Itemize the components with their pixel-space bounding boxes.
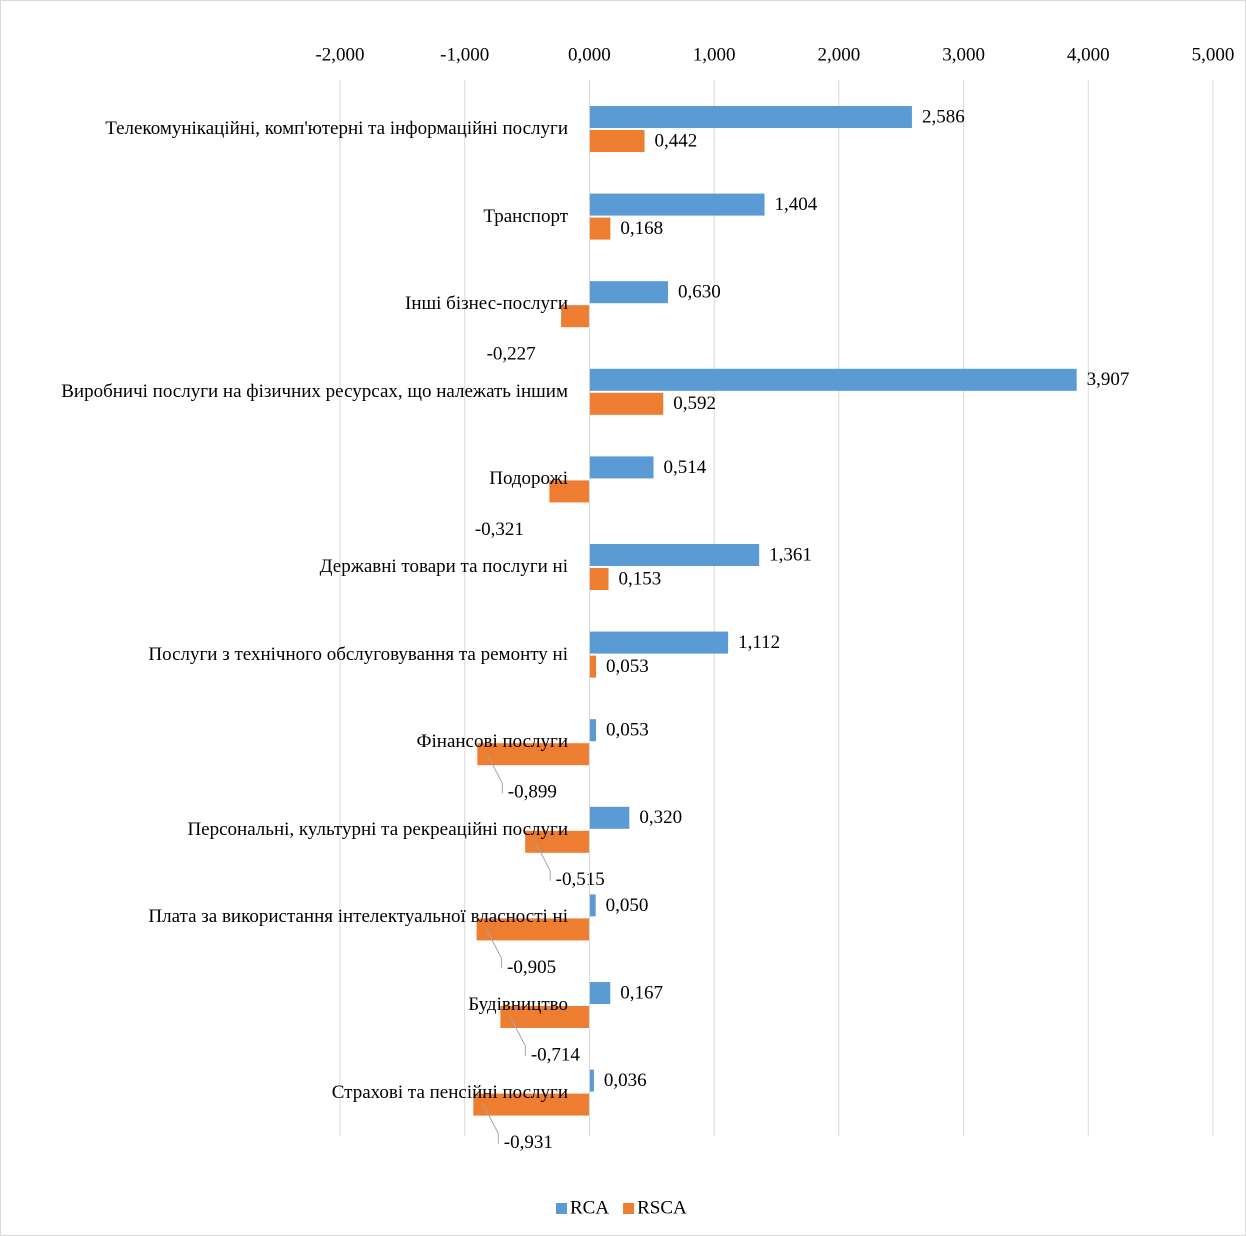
value-label: 2,586 bbox=[922, 106, 965, 127]
bar bbox=[589, 719, 597, 742]
x-tick-label: 4,000 bbox=[1067, 44, 1110, 65]
legend-label: RCA bbox=[570, 1197, 609, 1218]
value-label: 0,167 bbox=[620, 982, 663, 1003]
bar bbox=[589, 631, 729, 654]
bar bbox=[589, 1069, 594, 1092]
value-label: -0,227 bbox=[487, 344, 536, 365]
category-label: Послуги з технічного обслуговування та р… bbox=[148, 643, 568, 665]
value-label: 1,404 bbox=[775, 194, 818, 215]
value-label: 0,053 bbox=[606, 656, 649, 677]
x-tick-label: 5,000 bbox=[1192, 44, 1235, 65]
bar bbox=[589, 655, 597, 678]
category-label: Персональні, культурні та рекреаційні по… bbox=[187, 818, 568, 840]
category-label: Будівництво bbox=[468, 994, 568, 1015]
bar bbox=[589, 281, 668, 304]
bar bbox=[589, 193, 765, 216]
x-tick-label: 0,000 bbox=[568, 44, 611, 65]
category-label: Транспорт bbox=[483, 205, 568, 227]
category-label: Страхові та пенсійні послуги bbox=[331, 1081, 568, 1103]
value-label: -0,899 bbox=[508, 782, 557, 803]
value-label: 0,153 bbox=[619, 568, 662, 589]
bar bbox=[477, 743, 590, 766]
x-tick-label: -2,000 bbox=[315, 44, 364, 65]
value-label: 0,592 bbox=[673, 393, 716, 414]
value-label: 0,053 bbox=[606, 720, 649, 741]
legend-swatch bbox=[623, 1203, 635, 1214]
bar bbox=[561, 305, 590, 328]
category-label: Інші бізнес-послуги bbox=[405, 293, 568, 315]
bar bbox=[589, 982, 611, 1004]
category-label: Державні товари та послуги ні bbox=[319, 556, 568, 577]
bar bbox=[589, 806, 630, 829]
category-label: Плата за використання інтелектуальної вл… bbox=[148, 906, 568, 928]
value-label: 0,050 bbox=[606, 895, 649, 916]
leader-line bbox=[486, 929, 503, 969]
x-tick-label: -1,000 bbox=[440, 44, 489, 65]
value-label: 3,907 bbox=[1087, 369, 1130, 390]
category-label: Фінансові послуги bbox=[416, 731, 568, 753]
value-label: -0,515 bbox=[556, 869, 605, 890]
bar bbox=[589, 106, 912, 128]
value-label: -0,321 bbox=[475, 519, 524, 540]
value-label: 0,320 bbox=[639, 807, 682, 828]
value-label: 1,361 bbox=[769, 544, 812, 565]
bar bbox=[589, 368, 1077, 391]
bar bbox=[525, 830, 590, 853]
bar bbox=[589, 894, 596, 917]
leader-line bbox=[486, 753, 503, 794]
bar bbox=[476, 918, 590, 941]
legend-label: RSCA bbox=[637, 1197, 687, 1218]
category-label: Подорожі bbox=[489, 468, 568, 490]
leader-line bbox=[482, 1104, 499, 1144]
value-label: -0,931 bbox=[504, 1132, 553, 1153]
bar bbox=[589, 544, 760, 566]
value-label: 0,514 bbox=[664, 457, 707, 478]
value-label: -0,714 bbox=[531, 1044, 581, 1065]
bar bbox=[589, 217, 611, 240]
value-label: 0,168 bbox=[620, 218, 663, 239]
category-label: Телекомунікаційні, комп'ютерні та інформ… bbox=[105, 118, 568, 139]
x-tick-label: 2,000 bbox=[817, 44, 860, 65]
x-tick-label: 1,000 bbox=[693, 44, 736, 65]
leader-line bbox=[509, 1016, 526, 1056]
value-label: -0,905 bbox=[507, 957, 556, 978]
legend-swatch bbox=[556, 1203, 567, 1214]
bar bbox=[549, 480, 590, 503]
bar bbox=[589, 130, 645, 152]
bar bbox=[500, 1006, 590, 1028]
x-tick-label: 3,000 bbox=[942, 44, 985, 65]
bar bbox=[589, 392, 664, 415]
category-label: Виробничі послуги на фізичних ресурсах, … bbox=[61, 380, 568, 402]
bar bbox=[589, 456, 654, 479]
value-label: 0,036 bbox=[604, 1070, 647, 1091]
bar bbox=[589, 568, 609, 590]
value-label: 1,112 bbox=[738, 632, 780, 653]
value-label: 0,442 bbox=[655, 130, 698, 151]
bar bbox=[473, 1093, 590, 1116]
value-label: 0,630 bbox=[678, 282, 721, 303]
leader-line bbox=[534, 841, 551, 881]
